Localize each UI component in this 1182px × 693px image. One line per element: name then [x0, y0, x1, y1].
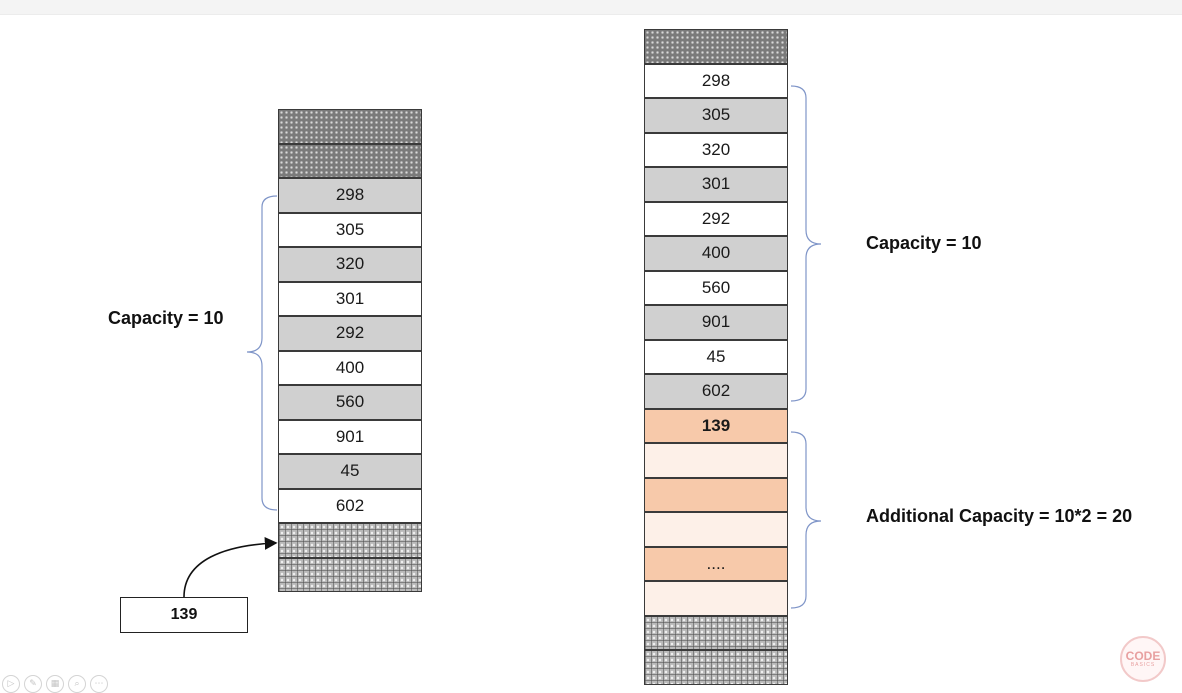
- array-cell: 301: [278, 281, 422, 316]
- array-cell: 305: [278, 212, 422, 247]
- codebasics-logo: CODE BASICS: [1120, 636, 1166, 682]
- array-cell: 298: [644, 63, 788, 98]
- array-cell: 901: [278, 419, 422, 454]
- right-capacity-brace: [790, 85, 822, 402]
- left-capacity-label: Capacity = 10: [108, 308, 224, 328]
- left-capacity-brace: [246, 195, 278, 511]
- array-cell: 298: [278, 178, 422, 213]
- empty-array-cell: [644, 650, 788, 685]
- array-cell: 45: [644, 339, 788, 374]
- empty-array-cell: [278, 557, 422, 592]
- array-cell: 292: [278, 316, 422, 351]
- array-cell: 560: [644, 270, 788, 305]
- empty-array-cell: [644, 615, 788, 650]
- array-cell: 560: [278, 385, 422, 420]
- pen-icon[interactable]: ✎: [24, 675, 42, 693]
- empty-array-cell: [644, 29, 788, 64]
- slide-toolbar: ▷ ✎ ▦ ⌕ ⋯: [2, 675, 108, 693]
- empty-array-cell: [644, 443, 788, 478]
- slides-icon[interactable]: ▦: [46, 675, 64, 693]
- array-cell: 139: [644, 408, 788, 443]
- zoom-icon[interactable]: ⌕: [68, 675, 86, 693]
- empty-array-cell: [644, 477, 788, 512]
- play-icon[interactable]: ▷: [2, 675, 20, 693]
- array-cell: ....: [644, 546, 788, 581]
- empty-array-cell: [278, 109, 422, 144]
- logo-text-basics: BASICS: [1130, 662, 1156, 668]
- array-cell: 292: [644, 201, 788, 236]
- array-cell: 400: [278, 350, 422, 385]
- right-capacity-label: Capacity = 10: [866, 233, 982, 253]
- array-cell: 301: [644, 167, 788, 202]
- array-cell: 45: [278, 454, 422, 489]
- right-additional-brace: [790, 431, 822, 609]
- logo-text-code: CODE: [1125, 649, 1161, 663]
- top-bar: [0, 0, 1182, 15]
- empty-array-cell: [278, 143, 422, 178]
- array-cell: 320: [644, 132, 788, 167]
- empty-array-cell: [644, 512, 788, 547]
- new-element-box: 139: [120, 597, 248, 633]
- array-cell: 320: [278, 247, 422, 282]
- empty-array-cell: [644, 581, 788, 616]
- array-cell: 901: [644, 305, 788, 340]
- array-cell: 602: [278, 488, 422, 523]
- insert-arrow: [183, 537, 278, 598]
- array-cell: 602: [644, 374, 788, 409]
- empty-array-cell: [278, 523, 422, 558]
- array-cell: 305: [644, 98, 788, 133]
- array-cell: 400: [644, 236, 788, 271]
- additional-capacity-label: Additional Capacity = 10*2 = 20: [866, 506, 1133, 526]
- more-icon[interactable]: ⋯: [90, 675, 108, 693]
